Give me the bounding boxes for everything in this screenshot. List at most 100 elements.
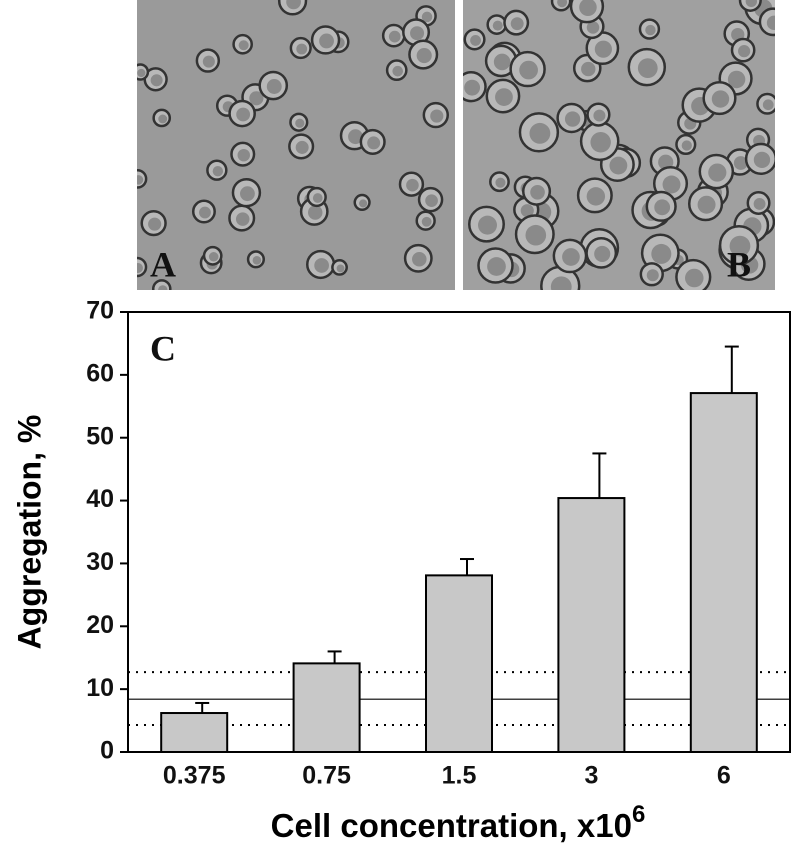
x-tick-label: 1.5 (442, 762, 477, 790)
panel-label: B (727, 244, 751, 284)
bar (425, 574, 493, 753)
cell-core (586, 187, 606, 206)
cell-core (495, 88, 513, 106)
cell-core (295, 118, 305, 128)
cell-core (208, 252, 219, 262)
cell-core (492, 20, 503, 31)
cell-core (252, 256, 262, 265)
cell-core (237, 148, 250, 162)
cell-core (308, 205, 323, 220)
y-tick-label: 70 (86, 297, 114, 325)
cell-core (367, 136, 381, 150)
cell-core (487, 257, 506, 276)
cell-core (359, 199, 368, 208)
cell-core (654, 199, 671, 216)
cell-core (286, 0, 301, 10)
cell-core (766, 15, 775, 31)
cell-core (406, 178, 419, 192)
cell-core (708, 163, 727, 182)
cell-core (388, 30, 401, 43)
cell-core (314, 258, 329, 273)
y-tick-label: 60 (86, 359, 114, 387)
cell-core (733, 156, 748, 170)
x-tick-label: 0.75 (302, 762, 351, 790)
cell-core (711, 90, 730, 108)
cell-core (236, 107, 251, 122)
cell-core (249, 91, 264, 106)
x-axis-label-exponent: 6 (632, 801, 645, 828)
x-tick-label: 6 (717, 762, 731, 790)
panel-label: A (150, 244, 176, 284)
cell-core (581, 61, 596, 77)
cell-core (392, 65, 404, 77)
cell-core (319, 33, 334, 49)
cell-core (557, 0, 568, 8)
plot: 0 10 20 30 40 50 60 70 0.375 0.75 1.5 3 6 (86, 297, 790, 790)
cell-core (681, 140, 692, 151)
cell-core (348, 129, 363, 145)
cell-core (579, 0, 597, 17)
cell-core (425, 194, 438, 207)
y-tick-label: 0 (100, 737, 114, 765)
cell-core (738, 45, 751, 58)
cell-core (651, 243, 672, 264)
cell-core (753, 151, 771, 169)
panel-label: C (150, 328, 176, 368)
cell-core (137, 175, 144, 185)
y-tick-label: 50 (86, 422, 114, 450)
x-tick-label: 3 (584, 762, 598, 790)
cell-core (202, 55, 215, 68)
cell-core (238, 40, 249, 51)
bar (689, 392, 758, 753)
cell-core (590, 132, 611, 153)
cell-core (495, 177, 506, 188)
cell-core (416, 47, 432, 64)
cell-core (564, 111, 581, 127)
cell-core (296, 43, 308, 55)
cell-core (266, 79, 282, 94)
cell-core (519, 60, 538, 80)
cells-a (137, 0, 449, 290)
x-tick-label: 0.375 (163, 762, 226, 790)
cell-core (295, 140, 309, 154)
cell-core (421, 216, 432, 227)
cell-core (510, 17, 524, 31)
y-axis-label: Aggregation, % (11, 415, 47, 650)
cells-b (463, 0, 775, 290)
cell-core (550, 276, 572, 290)
cell-core (240, 186, 255, 202)
cell-core (594, 40, 612, 58)
cell-core (645, 24, 656, 36)
bar (292, 662, 361, 753)
cell-core (150, 74, 163, 87)
cell-core (662, 175, 681, 194)
cell-core (158, 114, 168, 124)
cell-core (593, 109, 606, 122)
cell-core (199, 206, 211, 219)
y-tick-label: 40 (86, 485, 114, 513)
cell-core (646, 269, 659, 282)
cell-core (745, 0, 758, 8)
y-tick-label: 30 (86, 548, 114, 576)
cell-core (586, 21, 600, 34)
cell-core (637, 58, 658, 79)
cell-core (430, 109, 444, 123)
cell-core (464, 79, 481, 96)
cell-core (594, 245, 611, 262)
cell-core (148, 217, 162, 231)
cell-core (529, 122, 551, 144)
y-tick-label: 10 (86, 674, 114, 702)
cell-core (478, 215, 497, 235)
plot-frame (127, 311, 791, 753)
cell-core (235, 212, 250, 226)
cell-core (530, 184, 545, 200)
cell-core (697, 195, 716, 214)
x-axis-label: Cell concentration, x106 (271, 801, 646, 843)
cell-core (421, 11, 433, 23)
cell-core (410, 26, 425, 41)
cell-core (762, 99, 774, 111)
cell-core (525, 224, 547, 246)
x-axis-label-text: Cell concentration, x10 (271, 807, 632, 844)
cell-core (520, 204, 534, 218)
